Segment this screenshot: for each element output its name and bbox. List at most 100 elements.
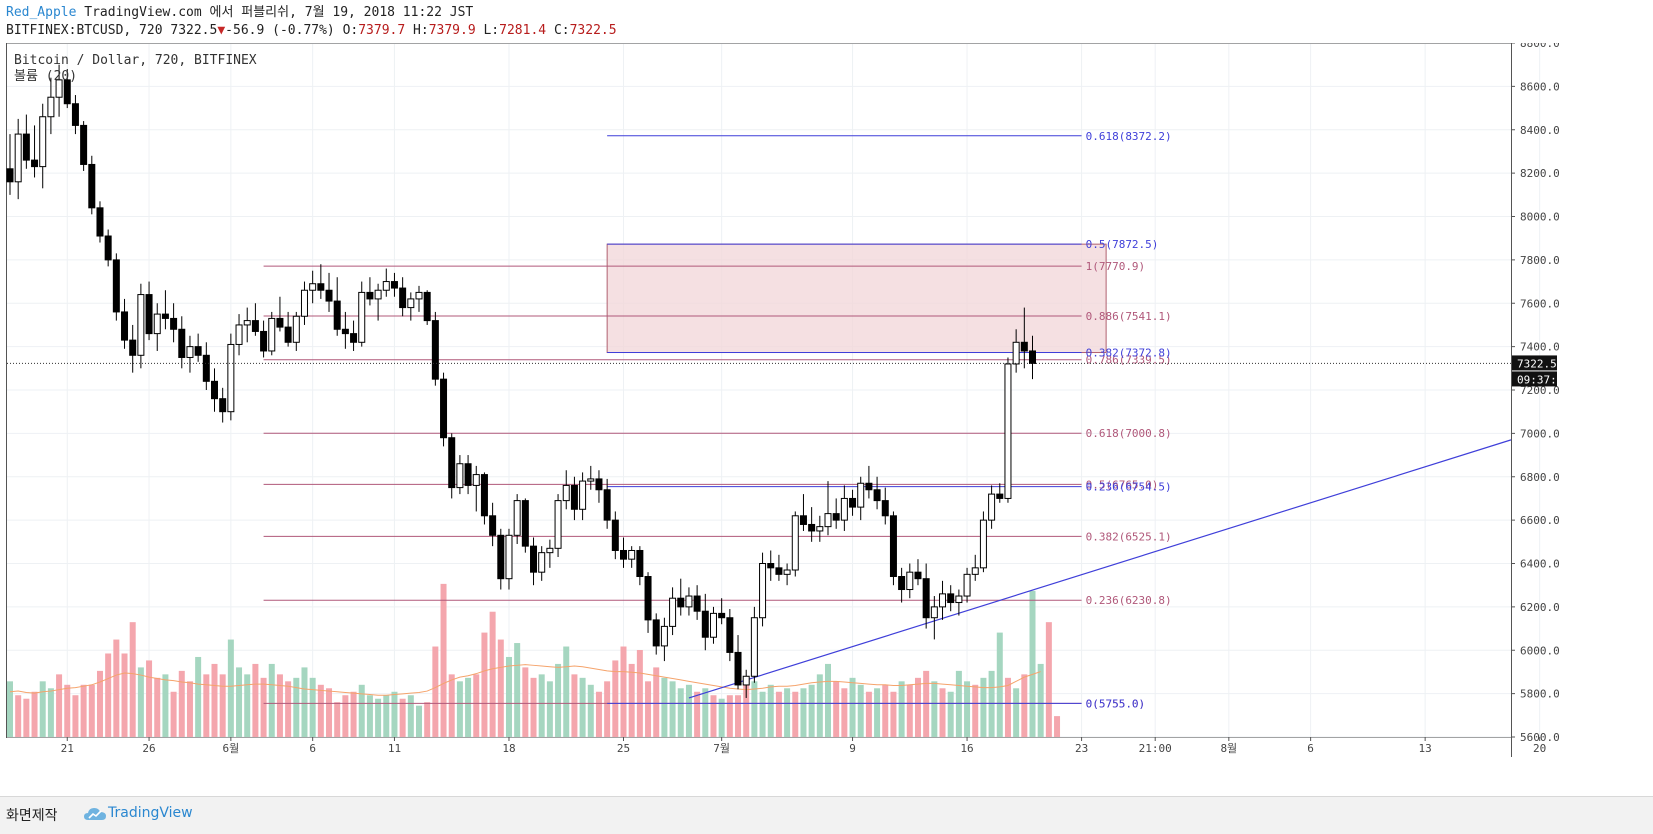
candle-body[interactable] — [701, 610, 709, 638]
candle-body[interactable] — [570, 484, 578, 510]
candle-body[interactable] — [865, 482, 873, 491]
candle-body[interactable] — [636, 549, 644, 578]
candle-body[interactable] — [971, 567, 979, 575]
candle-body[interactable] — [808, 523, 816, 532]
candle-body[interactable] — [276, 317, 284, 328]
candle-body[interactable] — [824, 513, 832, 528]
candle-body[interactable] — [112, 259, 120, 313]
candle-body[interactable] — [399, 287, 407, 309]
candle-body[interactable] — [202, 354, 210, 382]
candle-body[interactable] — [104, 235, 112, 261]
candle-body[interactable] — [922, 578, 930, 619]
resistance-zone-box[interactable] — [606, 243, 1107, 354]
candle-body[interactable] — [620, 549, 627, 560]
candle-body[interactable] — [55, 79, 63, 98]
candle-body[interactable] — [1004, 363, 1012, 499]
candle-body[interactable] — [685, 595, 693, 608]
candle-body[interactable] — [341, 328, 349, 335]
candle-body[interactable] — [415, 291, 423, 300]
candle-body[interactable] — [799, 515, 807, 525]
candle-body[interactable] — [669, 597, 677, 627]
candle-body[interactable] — [554, 500, 562, 549]
candle-body[interactable] — [889, 515, 897, 578]
candle-body[interactable] — [603, 489, 611, 521]
candle-body[interactable] — [96, 207, 104, 237]
candle-body[interactable] — [317, 283, 325, 291]
candle-body[interactable] — [521, 500, 529, 547]
candle-body[interactable] — [178, 328, 186, 358]
candle-body[interactable] — [644, 576, 652, 621]
candle-body[interactable] — [170, 317, 178, 330]
candle-body[interactable] — [709, 612, 717, 638]
candle-body[interactable] — [546, 547, 554, 554]
candle-body[interactable] — [587, 478, 595, 482]
candle-body[interactable] — [260, 330, 268, 352]
candle-body[interactable] — [816, 526, 824, 532]
candle-body[interactable] — [358, 291, 366, 343]
candle-body[interactable] — [440, 378, 448, 439]
candle-body[interactable] — [39, 116, 47, 168]
candle-body[interactable] — [300, 289, 308, 317]
candle-body[interactable] — [88, 163, 96, 209]
candle-body[interactable] — [145, 294, 153, 335]
candle-body[interactable] — [767, 563, 775, 569]
candle-body[interactable] — [211, 380, 218, 400]
candle-body[interactable] — [497, 534, 505, 580]
candle-body[interactable] — [873, 489, 881, 502]
candle-body[interactable] — [243, 320, 251, 326]
candle-body[interactable] — [292, 315, 300, 343]
candle-body[interactable] — [628, 549, 636, 560]
candle-body[interactable] — [988, 493, 996, 521]
candle-body[interactable] — [750, 617, 758, 677]
candle-body[interactable] — [996, 493, 1004, 499]
candle-body[interactable] — [14, 133, 22, 183]
candle-body[interactable] — [472, 474, 480, 486]
candle-body[interactable] — [251, 320, 259, 332]
author-link[interactable]: Red_Apple — [6, 5, 77, 20]
candle-body[interactable] — [562, 484, 570, 502]
candle-body[interactable] — [881, 500, 889, 517]
candle-body[interactable] — [849, 497, 857, 508]
candle-body[interactable] — [423, 291, 431, 322]
candle-body[interactable] — [1012, 341, 1020, 365]
candle-body[interactable] — [530, 545, 538, 573]
candle-body[interactable] — [448, 437, 456, 489]
candle-body[interactable] — [47, 96, 55, 118]
candle-body[interactable] — [840, 497, 848, 521]
candle-body[interactable] — [71, 103, 79, 126]
candle-body[interactable] — [979, 519, 987, 569]
footer-brand-link[interactable]: TradingView — [108, 805, 193, 821]
candle-body[interactable] — [906, 571, 914, 591]
candle-body[interactable] — [930, 606, 938, 619]
candle-body[interactable] — [268, 317, 276, 352]
candle-body[interactable] — [734, 651, 742, 686]
candle-body[interactable] — [538, 552, 546, 573]
candle-body[interactable] — [939, 593, 947, 608]
candle-body[interactable] — [153, 313, 161, 335]
candle-body[interactable] — [456, 463, 464, 489]
candle-body[interactable] — [390, 281, 398, 289]
tradingview-cloud-icon[interactable] — [84, 807, 106, 825]
candle-body[interactable] — [963, 573, 971, 597]
candle-body[interactable] — [1029, 350, 1036, 364]
candle-body[interactable] — [718, 612, 726, 619]
candle-body[interactable] — [898, 576, 906, 591]
candle-body[interactable] — [63, 79, 71, 105]
candle-body[interactable] — [914, 571, 922, 580]
candle-body[interactable] — [832, 513, 840, 521]
candle-body[interactable] — [6, 168, 14, 183]
candle-body[interactable] — [595, 478, 603, 491]
candle-body[interactable] — [219, 398, 227, 413]
candle-body[interactable] — [325, 289, 333, 302]
candle-body[interactable] — [857, 482, 865, 508]
candle-body[interactable] — [137, 294, 145, 356]
candle-body[interactable] — [791, 515, 799, 571]
candle-body[interactable] — [505, 534, 513, 580]
trendline[interactable] — [688, 439, 1512, 699]
candle-body[interactable] — [284, 326, 292, 343]
candle-body[interactable] — [955, 595, 963, 604]
candle-body[interactable] — [783, 569, 791, 575]
candle-body[interactable] — [579, 480, 587, 510]
candle-body[interactable] — [407, 298, 415, 309]
candle-body[interactable] — [677, 597, 685, 608]
